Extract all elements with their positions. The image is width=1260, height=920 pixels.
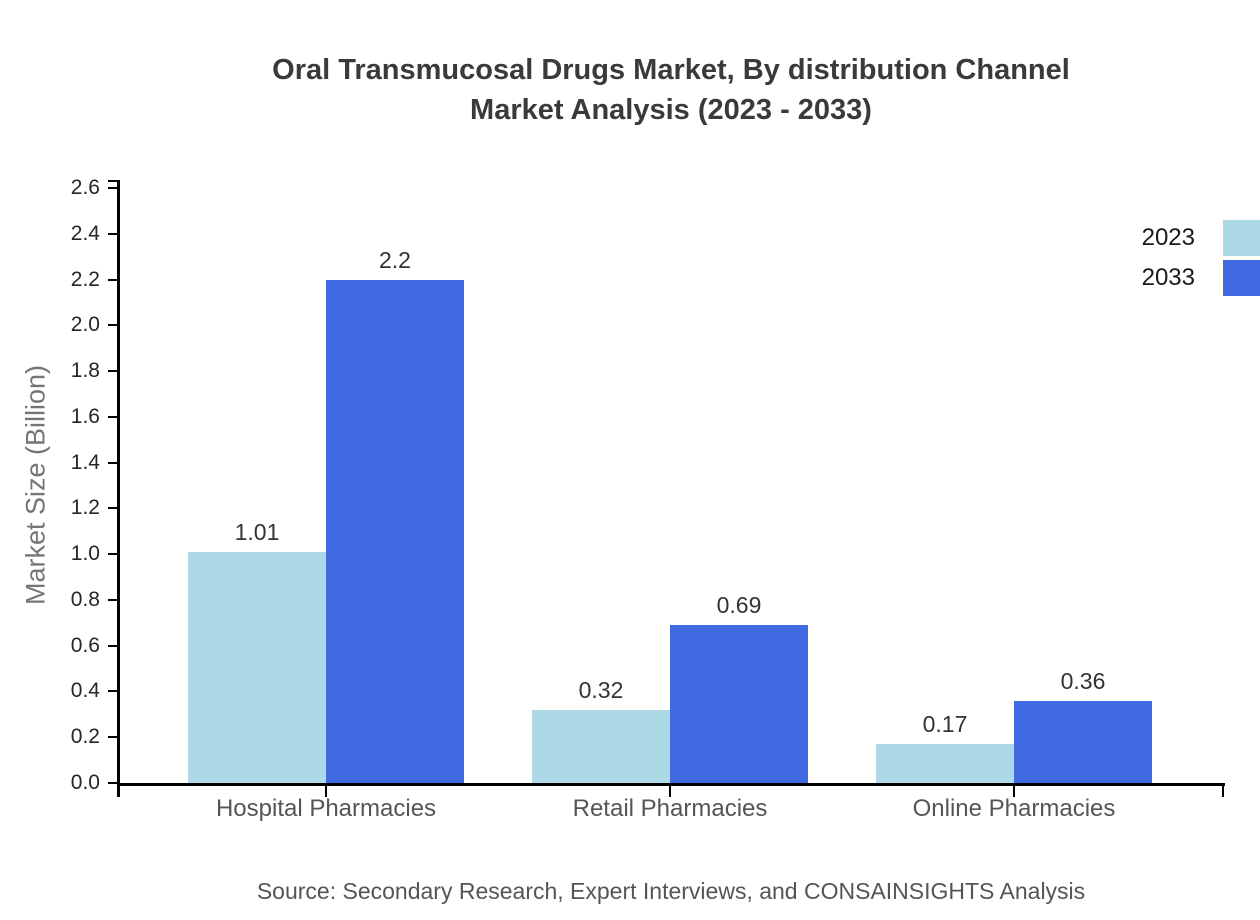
y-axis-end-cap <box>108 180 117 182</box>
y-tick-label: 2.0 <box>70 313 100 336</box>
bar-2023-online-pharmacies <box>876 744 1014 783</box>
value-label-2033-hospital-pharmacies: 2.2 <box>379 247 411 273</box>
value-label-2023-retail-pharmacies: 0.32 <box>578 677 624 703</box>
legend-swatch-2023-icon <box>1223 220 1260 256</box>
y-tick-mark <box>108 782 117 784</box>
y-tick-mark <box>108 599 117 601</box>
y-tick-mark <box>108 690 117 692</box>
bar-2033-retail-pharmacies <box>670 625 808 783</box>
x-axis-end-tick <box>1222 783 1224 797</box>
y-tick-label: 2.4 <box>70 222 100 245</box>
y-tick-label: 1.0 <box>70 542 100 565</box>
chart-title-line2: Market Analysis (2023 - 2033) <box>470 94 872 126</box>
bar-2023-hospital-pharmacies <box>188 552 326 783</box>
x-tick-mark <box>325 783 327 797</box>
x-axis-line <box>117 783 1225 786</box>
chart-title-line1: Oral Transmucosal Drugs Market, By distr… <box>272 54 1070 86</box>
y-tick-label: 2.2 <box>70 268 100 291</box>
source-note: Source: Secondary Research, Expert Inter… <box>256 878 1086 904</box>
y-tick-mark <box>108 324 117 326</box>
bar-2033-online-pharmacies <box>1014 701 1152 783</box>
y-tick-mark <box>108 279 117 281</box>
value-label-2023-hospital-pharmacies: 1.01 <box>234 519 280 545</box>
x-tick-label: Online Pharmacies <box>912 795 1116 822</box>
legend-label-2033: 2033 <box>1141 264 1195 291</box>
y-tick-label: 0.0 <box>70 771 100 794</box>
legend-label-2023: 2023 <box>1141 224 1195 251</box>
y-tick-mark <box>108 462 117 464</box>
y-tick-mark <box>108 416 117 418</box>
y-tick-label: 1.2 <box>70 496 100 519</box>
y-tick-label: 1.6 <box>70 405 100 428</box>
x-tick-label: Hospital Pharmacies <box>215 795 437 822</box>
chart-title: Oral Transmucosal Drugs Market, By distr… <box>120 50 1222 130</box>
value-label-2023-online-pharmacies: 0.17 <box>922 711 968 737</box>
bar-2033-hospital-pharmacies <box>326 280 464 783</box>
y-tick-label: 0.2 <box>70 725 100 748</box>
x-tick-mark <box>1013 783 1015 797</box>
y-tick-label: 1.4 <box>70 451 100 474</box>
y-tick-label: 0.6 <box>70 634 100 657</box>
y-axis-line <box>117 180 120 797</box>
value-label-2033-online-pharmacies: 0.36 <box>1060 668 1106 694</box>
y-tick-label: 2.6 <box>70 176 100 199</box>
legend-swatch-2033-icon <box>1223 260 1260 296</box>
y-tick-label: 0.8 <box>70 588 100 611</box>
y-tick-mark <box>108 553 117 555</box>
bar-2023-retail-pharmacies <box>532 710 670 783</box>
value-label-2033-retail-pharmacies: 0.69 <box>716 592 762 618</box>
y-tick-mark <box>108 233 117 235</box>
y-tick-label: 1.8 <box>70 359 100 382</box>
y-tick-mark <box>108 645 117 647</box>
x-tick-mark <box>669 783 671 797</box>
y-tick-mark <box>108 507 117 509</box>
y-tick-mark <box>108 187 117 189</box>
y-tick-label: 0.4 <box>70 679 100 702</box>
y-tick-mark <box>108 370 117 372</box>
x-tick-label: Retail Pharmacies <box>572 795 768 822</box>
y-tick-mark <box>108 736 117 738</box>
